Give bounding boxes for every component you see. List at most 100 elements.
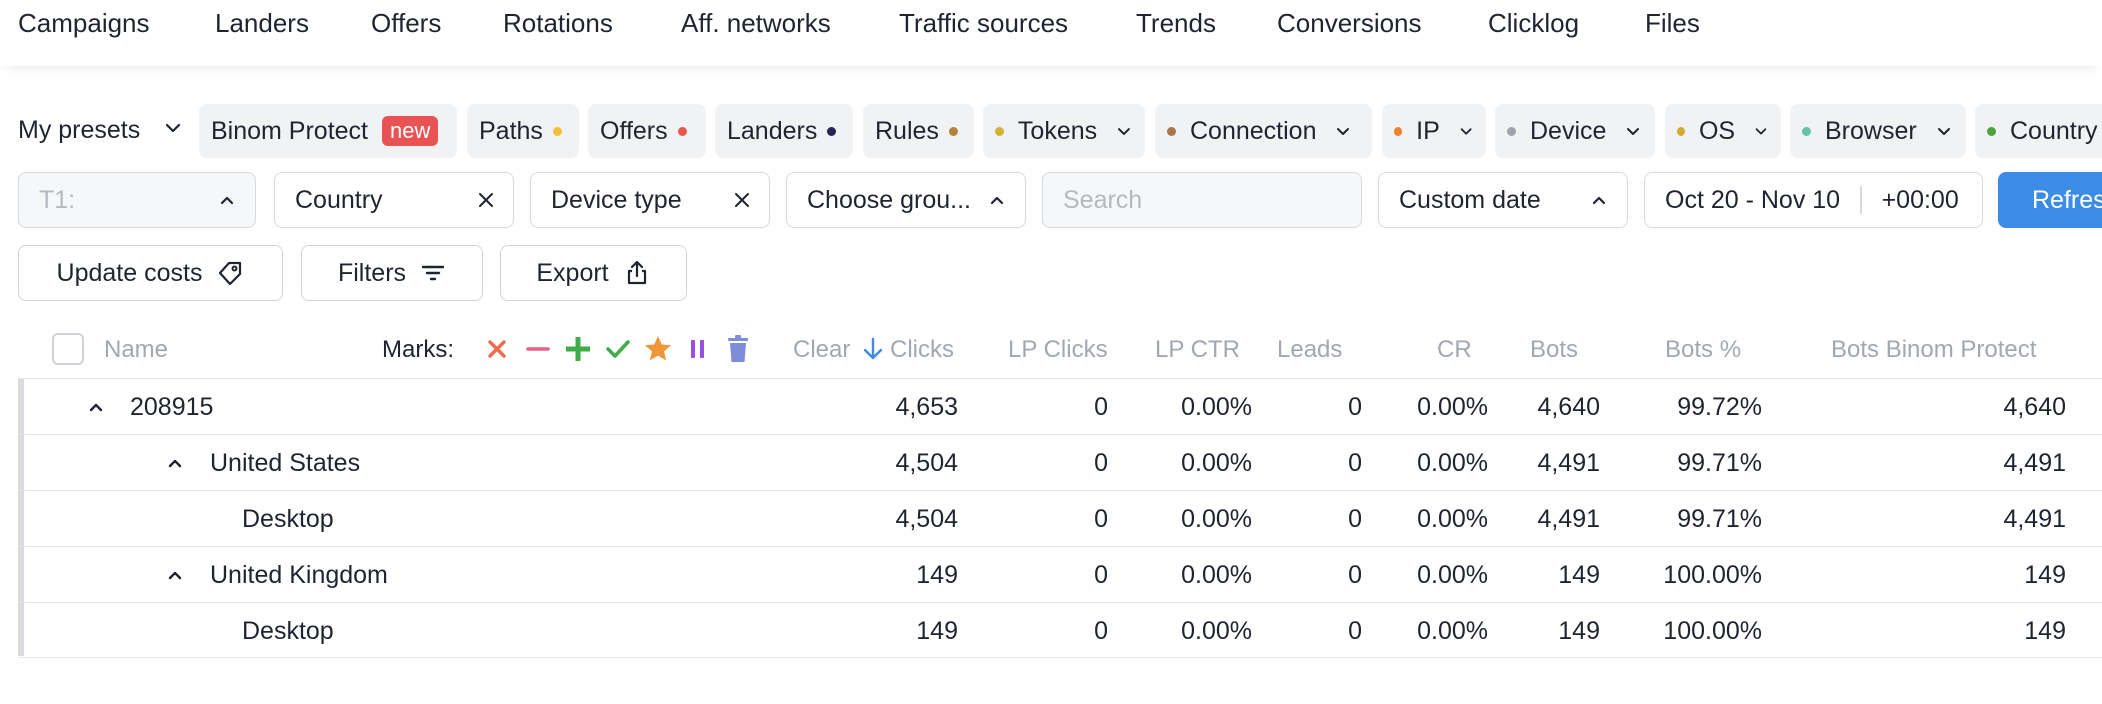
plus-mark-icon[interactable]	[563, 334, 593, 364]
search-input[interactable]: Search	[1042, 172, 1362, 228]
column-header-lp-clicks[interactable]: LP Clicks	[1008, 336, 1108, 363]
nav-conversions[interactable]: Conversions	[1277, 8, 1422, 38]
cross-mark-icon[interactable]	[482, 334, 512, 364]
preset-landers[interactable]: Landers	[715, 104, 853, 158]
date-range-picker[interactable]: Oct 20 - Nov 10 +00:00	[1644, 172, 1983, 228]
sort-arrow-down-icon[interactable]	[862, 337, 884, 361]
filters-button[interactable]: Filters	[301, 245, 483, 301]
table-row[interactable]: Desktop 149 0 0.00% 0 0.00% 149 100.00% …	[18, 602, 2102, 658]
table-row[interactable]: United Kingdom 149 0 0.00% 0 0.00% 149 1…	[18, 546, 2102, 602]
nav-files[interactable]: Files	[1645, 8, 1700, 38]
nav-traffic-sources[interactable]: Traffic sources	[899, 8, 1069, 38]
nav-clicklog[interactable]: Clicklog	[1488, 8, 1580, 38]
marks-label: Marks:	[382, 336, 454, 363]
column-header-bots[interactable]: Bots	[1530, 336, 1579, 363]
status-dot	[1677, 126, 1685, 136]
preset-label: IP	[1416, 116, 1440, 145]
group-country-select[interactable]: Country	[274, 172, 514, 228]
preset-connection[interactable]: Connection	[1155, 104, 1372, 158]
pause-mark-icon[interactable]	[683, 334, 713, 364]
column-header-cr[interactable]: CR	[1437, 336, 1472, 363]
timezone-value[interactable]: +00:00	[1881, 185, 1959, 214]
cell-lp-ctr: 0.00%	[1181, 561, 1252, 589]
chevron-up-icon	[1592, 196, 1606, 205]
chevron-down-icon	[1337, 128, 1350, 135]
preset-offers[interactable]: Offers	[588, 104, 706, 158]
trash-mark-icon[interactable]	[723, 334, 753, 364]
column-header-clear[interactable]: Clear	[793, 336, 851, 363]
preset-ip[interactable]: IP	[1382, 104, 1486, 158]
nav-trends[interactable]: Trends	[1136, 8, 1216, 38]
preset-rules[interactable]: Rules	[863, 104, 974, 158]
preset-label: Country	[2010, 116, 2098, 145]
close-icon[interactable]	[733, 191, 751, 209]
nav-offers[interactable]: Offers	[371, 8, 442, 38]
chevron-down-icon	[1118, 128, 1131, 135]
preset-label: Rules	[875, 116, 939, 145]
status-dot	[677, 126, 687, 136]
column-header-clicks[interactable]: Clicks	[890, 336, 954, 363]
cell-clicks: 149	[916, 561, 958, 589]
cell-clicks: 149	[916, 617, 958, 645]
column-header-leads[interactable]: Leads	[1277, 336, 1343, 363]
chevron-up-icon	[220, 196, 234, 205]
my-presets-label[interactable]: My presets	[18, 116, 141, 144]
chevron-down-icon	[1460, 128, 1472, 135]
group-device-type-select[interactable]: Device type	[530, 172, 770, 228]
preset-device[interactable]: Device	[1495, 104, 1655, 158]
date-mode-select[interactable]: Custom date	[1378, 172, 1628, 228]
table-row[interactable]: 208915 4,653 0 0.00% 0 0.00% 4,640 99.72…	[18, 378, 2102, 434]
preset-binom-protect[interactable]: Binom Protect new	[199, 104, 457, 158]
column-header-lp-ctr[interactable]: LP CTR	[1155, 336, 1240, 363]
nav-aff-networks[interactable]: Aff. networks	[681, 8, 831, 38]
share-export-icon	[627, 260, 646, 285]
star-mark-icon[interactable]	[643, 334, 673, 364]
chevron-down-icon[interactable]	[162, 117, 184, 139]
preset-paths[interactable]: Paths	[467, 104, 579, 158]
status-dot	[1802, 126, 1811, 136]
check-mark-icon[interactable]	[603, 334, 633, 364]
preset-browser[interactable]: Browser	[1790, 104, 1966, 158]
table-row[interactable]: Desktop 4,504 0 0.00% 0 0.00% 4,491 99.7…	[18, 490, 2102, 546]
close-icon[interactable]	[477, 191, 495, 209]
column-header-bots-binom-protect[interactable]: Bots Binom Protect	[1831, 336, 2037, 363]
refresh-button[interactable]: Refresh	[1998, 172, 2102, 228]
cell-bots: 4,640	[1537, 393, 1600, 421]
preset-os[interactable]: OS	[1665, 104, 1781, 158]
group-choose-select[interactable]: Choose grou...	[786, 172, 1026, 228]
nav-landers[interactable]: Landers	[215, 8, 309, 38]
nav-campaigns[interactable]: Campaigns	[18, 8, 150, 38]
group-indent-bar	[18, 378, 24, 656]
status-dot	[1394, 126, 1403, 136]
preset-country[interactable]: Country	[1975, 104, 2102, 158]
cell-bots-binom-protect: 4,491	[2003, 505, 2066, 533]
cell-clicks: 4,653	[895, 393, 958, 421]
t1-group-select[interactable]: T1:	[18, 172, 256, 228]
export-button[interactable]: Export	[500, 245, 687, 301]
price-tag-icon	[219, 261, 242, 286]
export-label: Export	[536, 258, 609, 287]
nav-rotations[interactable]: Rotations	[503, 8, 613, 38]
top-navigation: Campaigns Landers Offers Rotations Aff. …	[0, 0, 2102, 66]
chevron-up-icon[interactable]	[165, 565, 185, 585]
chevron-up-icon[interactable]	[165, 453, 185, 473]
new-badge: new	[382, 116, 439, 146]
minus-mark-icon[interactable]	[523, 334, 553, 364]
column-header-name[interactable]: Name	[104, 336, 169, 363]
chevron-up-icon	[990, 196, 1004, 205]
cell-bots: 149	[1558, 617, 1600, 645]
chevron-up-icon[interactable]	[86, 397, 106, 417]
table-row[interactable]: United States 4,504 0 0.00% 0 0.00% 4,49…	[18, 434, 2102, 490]
select-all-checkbox[interactable]	[52, 333, 84, 365]
filter-lines-icon	[421, 265, 445, 281]
cell-lp-ctr: 0.00%	[1181, 393, 1252, 421]
preset-label: Paths	[479, 116, 543, 145]
cell-lp-clicks: 0	[1094, 505, 1108, 533]
cell-leads: 0	[1348, 561, 1362, 589]
cell-leads: 0	[1348, 617, 1362, 645]
status-dot	[552, 126, 562, 136]
preset-tokens[interactable]: Tokens	[983, 104, 1145, 158]
update-costs-button[interactable]: Update costs	[18, 245, 283, 301]
cell-leads: 0	[1348, 449, 1362, 477]
column-header-bots-pct[interactable]: Bots %	[1665, 336, 1742, 363]
